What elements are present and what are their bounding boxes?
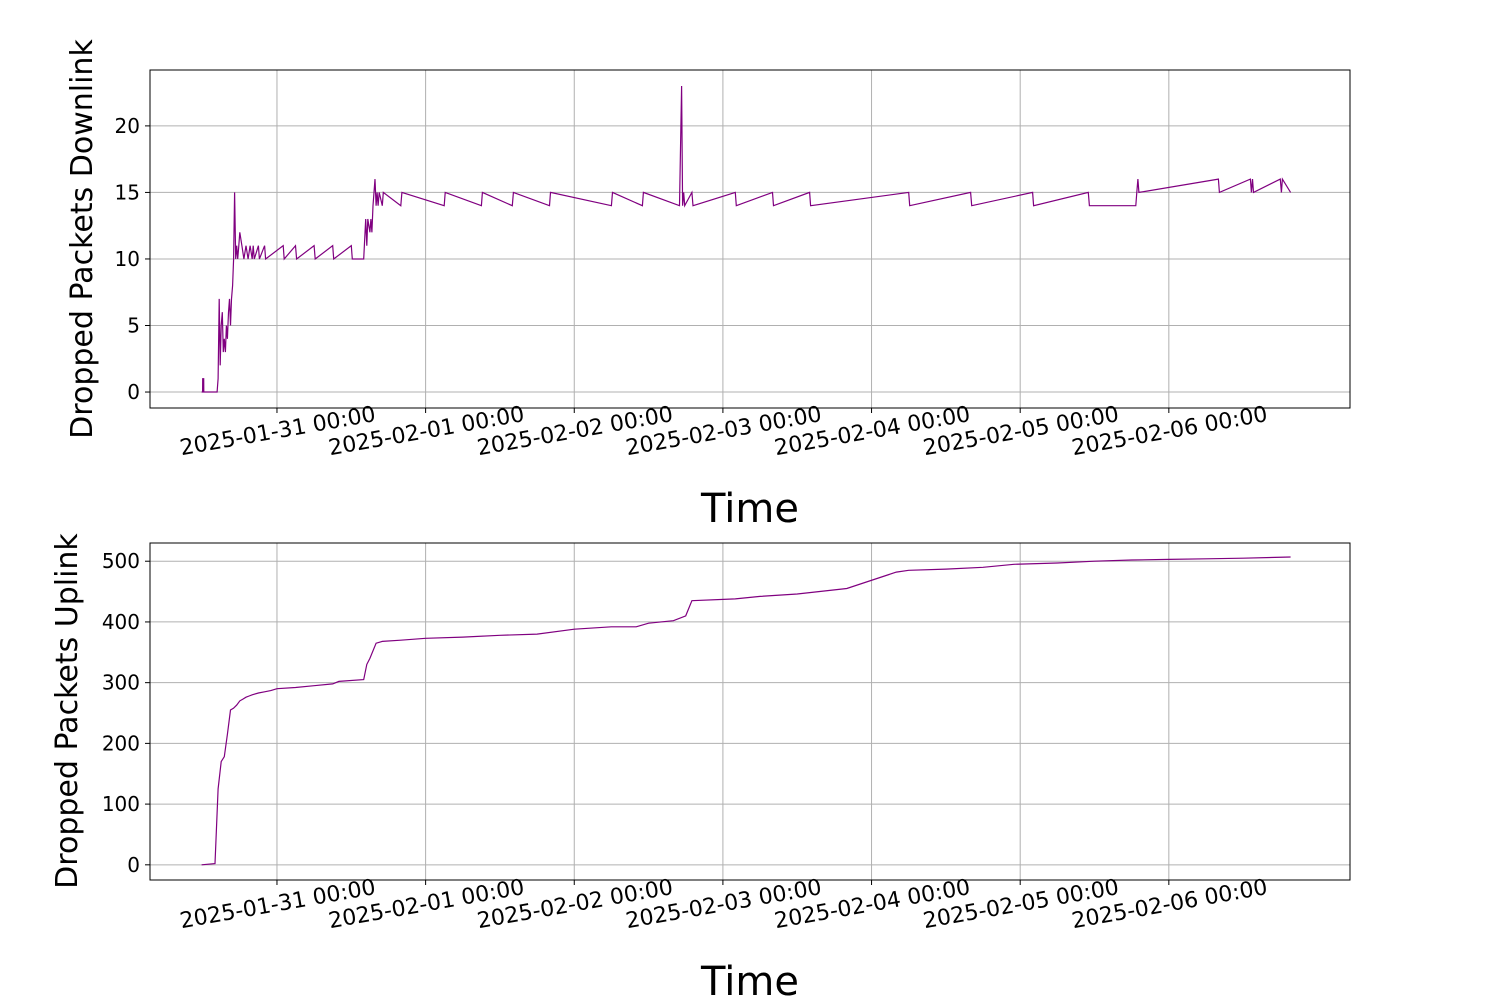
x-tick-marks bbox=[276, 408, 1170, 413]
y-tick-labels: 0 5 10 15 20 bbox=[115, 114, 140, 404]
downlink-y-axis-label: Dropped Packets Downlink bbox=[65, 39, 100, 439]
x-grid-lines bbox=[276, 543, 1170, 880]
y-tick-label: 0 bbox=[127, 853, 140, 877]
y-tick-labels: 0 100 200 300 400 500 bbox=[102, 549, 140, 877]
downlink-x-axis-label: Time bbox=[700, 486, 799, 532]
y-tick-label: 5 bbox=[127, 313, 140, 337]
y-tick-label: 10 bbox=[115, 247, 140, 271]
uplink-plot-frame bbox=[149, 542, 1351, 881]
downlink-series-line bbox=[201, 85, 1292, 393]
y-tick-label: 20 bbox=[115, 114, 140, 138]
x-tick-marks bbox=[276, 880, 1170, 885]
x-grid-lines bbox=[276, 70, 1170, 408]
uplink-chart: 0 100 200 300 400 500 2025-01-31 00:002025-02… bbox=[50, 533, 1351, 1000]
y-tick-label: 0 bbox=[127, 380, 140, 404]
y-tick-label: 400 bbox=[102, 610, 140, 634]
y-tick-marks bbox=[145, 560, 150, 866]
y-grid-lines bbox=[150, 125, 1350, 393]
y-tick-marks bbox=[145, 125, 150, 393]
uplink-y-axis-label: Dropped Packets Uplink bbox=[50, 533, 85, 889]
y-tick-label: 200 bbox=[102, 731, 140, 755]
y-tick-label: 100 bbox=[102, 792, 140, 816]
uplink-x-axis-label: Time bbox=[700, 959, 799, 1000]
downlink-plot-frame bbox=[149, 69, 1351, 409]
y-tick-label: 300 bbox=[102, 671, 140, 695]
uplink-series-line bbox=[201, 556, 1291, 866]
y-tick-label: 500 bbox=[102, 549, 140, 573]
y-grid-lines bbox=[150, 560, 1350, 866]
y-tick-label: 15 bbox=[115, 180, 140, 204]
